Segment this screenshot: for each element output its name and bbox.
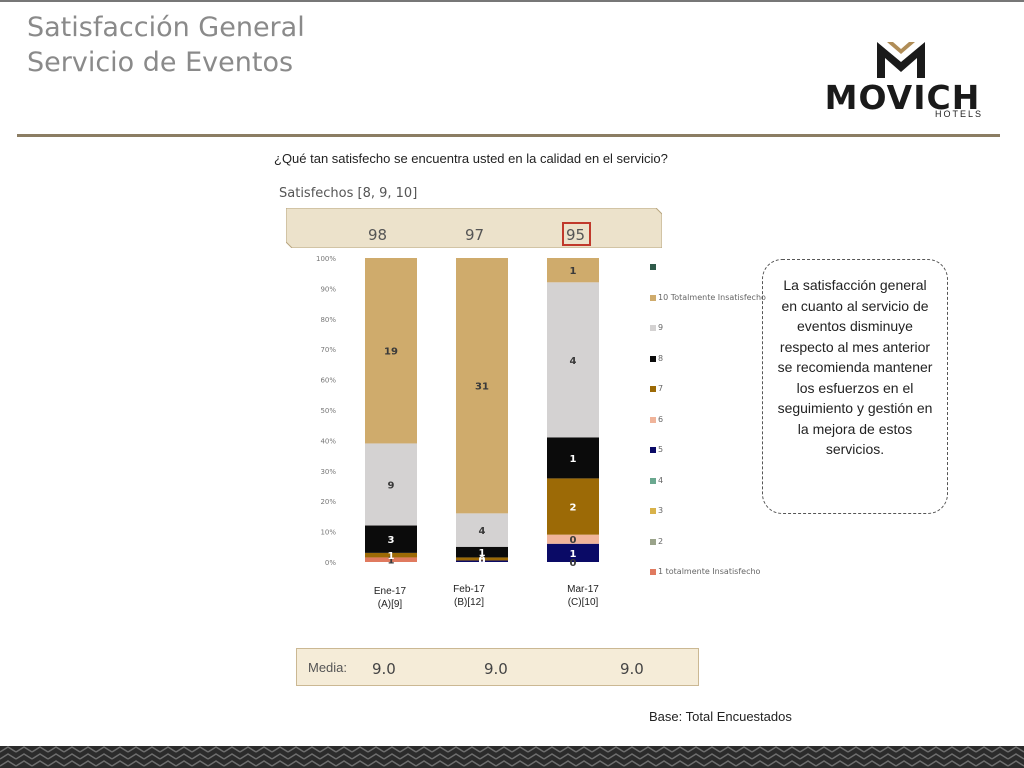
bar-segment-0-8 — [365, 443, 417, 526]
legend-swatch-6 — [650, 447, 656, 453]
x-label-ene-line1: Ene-17 — [373, 586, 407, 597]
bar-segment-1-7 — [456, 546, 508, 558]
media-label: Media: — [308, 660, 348, 675]
insight-note: La satisfacción general en cuanto al ser… — [762, 259, 948, 514]
satisfied-label: Satisfechos [8, 9, 10] — [279, 186, 418, 201]
bar-segment-1-9 — [456, 258, 508, 514]
base-note: Base: Total Encuestados — [649, 709, 792, 724]
media-value-mar: 9.0 — [620, 660, 644, 678]
bar-segment-0-7 — [365, 525, 417, 553]
x-label-feb-line2: (B)[12] — [453, 597, 484, 608]
legend-label-6: 5 — [658, 445, 664, 454]
legend-label-3: 8 — [658, 353, 664, 363]
page-title: Satisfacción General Servicio de Eventos — [27, 10, 305, 80]
logo-m-icon — [877, 42, 925, 78]
legend-swatch-10 — [650, 569, 656, 575]
top-border — [0, 0, 1024, 2]
y-tick-label-0: 0% — [325, 559, 336, 567]
data-label-2-2: 1 — [570, 454, 577, 465]
bar-segment-0-9 — [365, 258, 417, 444]
legend-label-5: 6 — [658, 414, 664, 424]
y-tick-label-8: 80% — [320, 316, 336, 324]
bar-segment-1-4 — [456, 560, 508, 562]
satisfied-banner — [286, 208, 662, 248]
data-label-2-4: 1 — [570, 266, 577, 277]
data-label-1-1: 0 — [479, 555, 486, 566]
bar-segment-2-6 — [547, 478, 599, 535]
media-value-feb: 9.0 — [484, 660, 508, 678]
bar-segment-1-8 — [456, 513, 508, 547]
satisfied-value-mar: 95 — [566, 226, 586, 244]
y-tick-label-3: 30% — [320, 468, 336, 476]
bar-segment-1-6 — [456, 557, 508, 561]
legend-swatch-8 — [650, 508, 656, 514]
movich-logo: MOVICH HOTELS — [815, 38, 990, 123]
satisfied-value-feb: 97 — [465, 226, 485, 244]
y-tick-label-9: 90% — [320, 285, 336, 293]
y-tick-label-2: 20% — [320, 498, 336, 506]
legend-swatch-9 — [650, 538, 656, 545]
legend-swatch-2 — [650, 325, 656, 331]
survey-question: ¿Qué tan satisfecho se encuentra usted e… — [274, 151, 668, 166]
logo-sub: HOTELS — [934, 109, 983, 119]
x-label-ene: Ene-17 (A)[9] — [362, 585, 418, 611]
legend-label-4: 7 — [658, 384, 664, 393]
x-label-mar-line2: (C)[10] — [567, 597, 599, 608]
media-banner — [296, 648, 699, 686]
data-label-2-3: 4 — [570, 356, 577, 367]
legend-label-1: 10 Totalmente Insatisfecho — [658, 292, 766, 302]
x-label-mar-line1: Mar-17 — [567, 584, 599, 595]
legend-label-9: 2 — [658, 536, 664, 546]
data-label-1-2: 1 — [479, 548, 486, 559]
legend-swatch-7 — [650, 477, 656, 484]
bar-segment-2-9 — [547, 258, 599, 283]
satisfied-value-ene: 98 — [368, 226, 388, 244]
y-tick-label-6: 60% — [320, 377, 336, 385]
data-label-2-5: 0 — [570, 535, 577, 546]
legend-swatch-0 — [650, 264, 656, 270]
header-divider — [17, 134, 1000, 137]
bar-segment-2-7 — [547, 437, 599, 479]
bar-segment-0-0 — [365, 557, 417, 562]
media-value-ene: 9.0 — [372, 660, 396, 678]
data-label-2-6: 0 — [570, 558, 577, 569]
bar-segment-2-5 — [547, 534, 599, 544]
legend-swatch-1 — [650, 294, 656, 301]
y-tick-label-4: 40% — [320, 437, 336, 445]
stacked-bar-chart: 0%10%20%30%40%50%60%70%80%90%100%1139190… — [316, 255, 599, 569]
legend-swatch-4 — [650, 386, 656, 392]
x-label-feb-line1: Feb-17 — [453, 584, 485, 595]
title-line-1: Satisfacción General — [27, 12, 305, 43]
x-label-mar: Mar-17 (C)[10] — [555, 583, 611, 609]
bar-segment-2-8 — [547, 282, 599, 438]
title-line-2: Servicio de Eventos — [27, 47, 294, 78]
data-label-0-1: 1 — [388, 551, 395, 562]
x-label-ene-line2: (A)[9] — [377, 599, 403, 610]
x-label-feb: Feb-17 (B)[12] — [441, 583, 497, 609]
legend-swatch-5 — [650, 416, 656, 423]
data-label-1-3: 4 — [479, 526, 486, 537]
y-tick-label-5: 50% — [320, 407, 336, 415]
satisfied-highlight — [562, 222, 591, 246]
data-label-0-4: 19 — [384, 347, 398, 358]
data-label-0-0: 1 — [388, 556, 395, 567]
legend-swatch-3 — [650, 355, 656, 362]
data-label-2-0: 1 — [570, 549, 577, 560]
y-tick-label-7: 70% — [320, 346, 336, 354]
y-tick-label-10: 100% — [316, 255, 336, 263]
bar-segment-2-4 — [547, 543, 599, 562]
logo-name: MOVICH — [824, 78, 981, 117]
legend-label-7: 4 — [658, 475, 664, 485]
y-tick-label-1: 10% — [320, 529, 336, 537]
legend-label-10: 1 totalmente Insatisfecho — [658, 567, 761, 576]
data-label-0-2: 3 — [388, 535, 395, 546]
legend-label-8: 3 — [658, 506, 664, 515]
legend-label-2: 9 — [658, 323, 664, 332]
data-label-0-3: 9 — [388, 480, 395, 491]
footer-pattern — [0, 746, 1024, 768]
bar-segment-0-6 — [365, 552, 417, 558]
data-label-2-1: 2 — [570, 503, 577, 514]
data-label-1-4: 31 — [475, 382, 489, 393]
data-label-1-0: 0 — [479, 557, 486, 568]
